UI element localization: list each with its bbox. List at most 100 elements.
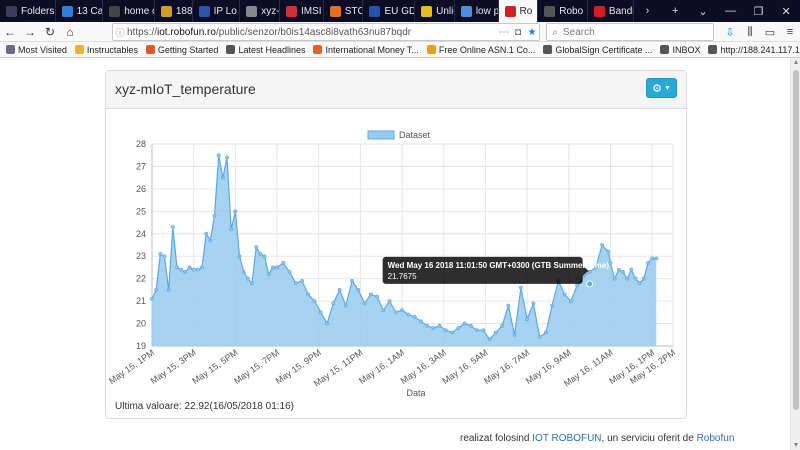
forward-icon[interactable]: → xyxy=(24,24,36,39)
data-point[interactable] xyxy=(393,310,398,315)
data-point[interactable] xyxy=(456,326,461,330)
data-point[interactable] xyxy=(368,292,373,297)
data-point[interactable] xyxy=(637,281,642,286)
minimize-icon[interactable]: — xyxy=(725,5,737,17)
scrollbar-thumb[interactable] xyxy=(793,70,799,410)
menu-icon[interactable]: ≡ xyxy=(786,26,794,38)
data-point[interactable] xyxy=(616,267,621,272)
data-point[interactable] xyxy=(241,270,246,274)
data-point[interactable] xyxy=(443,328,448,333)
browser-tab[interactable]: EU GDPR xyxy=(363,0,416,22)
data-point[interactable] xyxy=(158,252,163,256)
browser-tab[interactable]: xyz-n xyxy=(240,0,281,22)
data-point[interactable] xyxy=(641,276,646,281)
data-point[interactable] xyxy=(204,231,209,236)
data-point[interactable] xyxy=(350,279,354,283)
data-point[interactable] xyxy=(250,281,254,286)
data-point[interactable] xyxy=(593,265,598,270)
data-point[interactable] xyxy=(400,308,404,312)
browser-tab[interactable]: Bandi xyxy=(588,0,634,22)
data-point[interactable] xyxy=(654,256,659,261)
data-point[interactable] xyxy=(500,323,505,328)
data-point[interactable] xyxy=(191,267,196,272)
data-point[interactable] xyxy=(612,276,617,281)
data-point[interactable] xyxy=(293,281,298,286)
bookmark-item[interactable]: GlobalSign Certificate ... xyxy=(543,45,652,55)
data-point[interactable] xyxy=(187,265,192,270)
pocket-icon[interactable]: ◘ xyxy=(514,26,522,38)
data-point[interactable] xyxy=(518,285,523,290)
data-point[interactable] xyxy=(225,155,229,160)
data-point[interactable] xyxy=(412,314,417,319)
browser-tab[interactable]: Robo xyxy=(538,0,588,22)
data-point[interactable] xyxy=(343,303,348,308)
data-point[interactable] xyxy=(468,323,473,328)
bookmark-item[interactable]: Instructables xyxy=(74,45,138,55)
data-point[interactable] xyxy=(275,265,279,270)
bookmark-star-icon[interactable]: ★ xyxy=(527,26,537,38)
data-point[interactable] xyxy=(195,267,200,272)
robofun-link[interactable]: Robofun xyxy=(696,433,735,444)
data-point[interactable] xyxy=(481,328,486,333)
browser-tab[interactable]: Folders xyxy=(0,0,56,22)
data-point[interactable] xyxy=(266,272,271,277)
data-point[interactable] xyxy=(331,301,336,306)
data-point[interactable] xyxy=(608,261,613,265)
data-point[interactable] xyxy=(300,279,304,283)
data-point[interactable] xyxy=(562,292,567,297)
close-window-icon[interactable]: ✕ xyxy=(781,5,791,18)
data-point[interactable] xyxy=(512,332,517,337)
search-input[interactable]: ⌕ Search xyxy=(546,23,714,41)
tooltip-point[interactable] xyxy=(586,280,594,288)
data-point[interactable] xyxy=(154,287,159,292)
tabs-scroll-right-icon[interactable]: › xyxy=(645,5,650,17)
browser-tab[interactable]: 13 Ca xyxy=(56,0,104,22)
data-point[interactable] xyxy=(362,301,367,306)
browser-tab[interactable]: home of xyxy=(103,0,155,22)
iot-robofun-link[interactable]: IOT ROBOFUN xyxy=(532,433,602,444)
bookmark-item[interactable]: INBOX xyxy=(660,45,700,55)
data-point[interactable] xyxy=(629,267,634,272)
data-point[interactable] xyxy=(646,261,650,265)
library-icon[interactable]: ⫼ xyxy=(747,25,753,38)
data-point[interactable] xyxy=(431,326,436,330)
data-point[interactable] xyxy=(425,323,429,328)
data-point[interactable] xyxy=(179,267,184,272)
back-icon[interactable]: ← xyxy=(4,24,16,39)
bookmark-item[interactable]: Most Visited xyxy=(6,45,67,55)
data-point[interactable] xyxy=(621,270,625,274)
bookmark-item[interactable]: Getting Started xyxy=(145,45,218,55)
browser-tab[interactable]: IP Lo xyxy=(193,0,241,22)
data-point[interactable] xyxy=(506,303,511,308)
data-point[interactable] xyxy=(254,245,259,250)
data-point[interactable] xyxy=(550,303,555,308)
data-point[interactable] xyxy=(237,254,242,259)
data-point[interactable] xyxy=(150,296,154,301)
data-point[interactable] xyxy=(258,252,263,256)
data-point[interactable] xyxy=(575,283,580,288)
tab-list-icon[interactable]: ⌄ xyxy=(698,5,708,18)
home-icon[interactable]: ⌂ xyxy=(66,24,74,39)
bookmark-item[interactable]: http://188.241.117.159:... xyxy=(708,45,800,55)
bookmark-item[interactable]: International Money T... xyxy=(313,45,419,55)
scroll-down-icon[interactable]: ▼ xyxy=(792,442,800,449)
scroll-up-icon[interactable]: ▲ xyxy=(792,59,800,66)
data-point[interactable] xyxy=(281,261,286,265)
sidebar-icon[interactable]: ▭ xyxy=(764,26,776,39)
data-point[interactable] xyxy=(306,292,311,297)
data-point[interactable] xyxy=(418,319,423,324)
browser-tab[interactable]: IMSI xyxy=(280,0,324,22)
data-point[interactable] xyxy=(220,175,225,180)
data-point[interactable] xyxy=(537,335,542,339)
data-point[interactable] xyxy=(450,330,454,335)
data-point[interactable] xyxy=(587,270,592,274)
url-text[interactable]: https://iot.robofun.ro/public/senzor/b0i… xyxy=(127,27,497,38)
data-point[interactable] xyxy=(318,310,323,315)
data-point[interactable] xyxy=(437,323,442,328)
data-point[interactable] xyxy=(212,213,217,218)
data-point[interactable] xyxy=(381,308,386,312)
bookmark-item[interactable]: Free Online ASN.1 Co... xyxy=(426,45,535,55)
data-point[interactable] xyxy=(312,299,317,304)
data-point[interactable] xyxy=(216,153,221,158)
data-point[interactable] xyxy=(633,276,638,281)
